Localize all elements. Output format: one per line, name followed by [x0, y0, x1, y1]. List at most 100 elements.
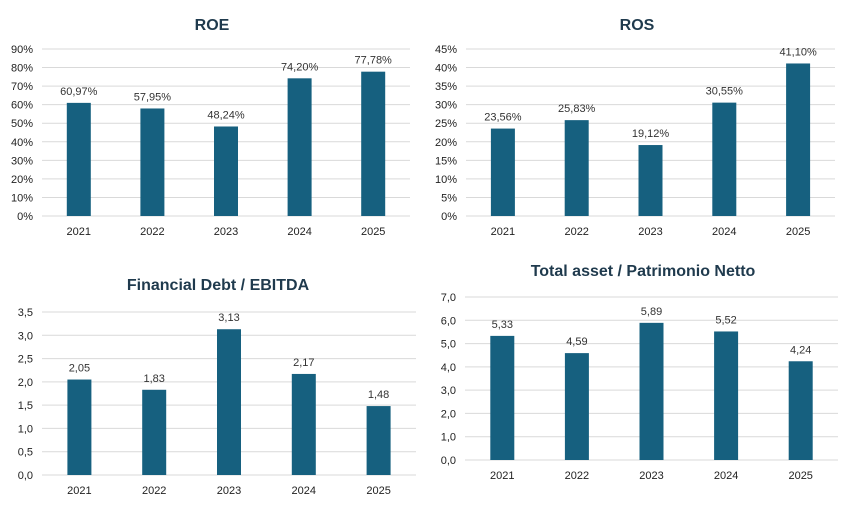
- asset-equity-data-label: 5,33: [492, 319, 513, 331]
- asset-equity-data-label: 5,52: [715, 314, 736, 326]
- roe-ytick-label: 80%: [11, 63, 33, 75]
- debt-ebitda-ytick-label: 3,0: [18, 330, 33, 342]
- ros-ytick-label: 40%: [435, 63, 457, 75]
- asset-equity-chart-title: Total asset / Patrimonio Netto: [531, 263, 756, 280]
- asset-equity-ytick-label: 0,0: [441, 455, 456, 467]
- asset-equity-ytick-label: 5,0: [441, 339, 456, 351]
- debt-ebitda-chart: Financial Debt / EBITDA 0,0 0,5 1,0 1,5 2,0 2,…: [18, 277, 416, 497]
- asset-equity-xtick-label: 2025: [788, 470, 812, 482]
- ros-ytick-label: 45%: [435, 44, 457, 56]
- roe-data-label: 48,24%: [207, 109, 245, 121]
- ros-ytick-label: 25%: [435, 118, 457, 130]
- asset-equity-data-label: 4,24: [790, 344, 811, 356]
- debt-ebitda-data-label: 2,05: [69, 363, 90, 375]
- debt-ebitda-bar: [142, 389, 167, 475]
- asset-equity-bar: [714, 331, 739, 460]
- roe-xtick-label: 2022: [140, 226, 164, 238]
- roe-data-label: 57,95%: [134, 91, 172, 103]
- ros-bar: [638, 145, 663, 216]
- roe-ytick-label: 90%: [11, 44, 33, 56]
- roe-data-label: 77,78%: [355, 55, 393, 67]
- roe-bar: [287, 78, 312, 216]
- roe-ytick-label: 50%: [11, 118, 33, 130]
- debt-ebitda-ytick-label: 0,5: [18, 447, 33, 459]
- asset-equity-ytick-label: 1,0: [441, 432, 456, 444]
- roe-ytick-label: 20%: [11, 174, 33, 186]
- ros-bar: [786, 63, 811, 217]
- roe-xtick-label: 2021: [67, 226, 91, 238]
- ros-ytick-label: 10%: [435, 174, 457, 186]
- asset-equity-bar: [490, 335, 515, 460]
- roe-ytick-label: 10%: [11, 192, 33, 204]
- ros-xtick-label: 2021: [491, 226, 515, 238]
- roe-xtick-label: 2025: [361, 226, 385, 238]
- roe-xtick-label: 2024: [287, 226, 311, 238]
- ros-ytick-label: 15%: [435, 155, 457, 167]
- roe-ytick-label: 40%: [11, 137, 33, 149]
- debt-ebitda-bar: [67, 379, 92, 475]
- asset-equity-bar: [788, 361, 813, 460]
- debt-ebitda-ytick-label: 2,5: [18, 354, 33, 366]
- debt-ebitda-data-label: 1,83: [143, 373, 164, 385]
- debt-ebitda-xtick-label: 2021: [67, 485, 91, 497]
- asset-equity-data-label: 4,59: [566, 336, 587, 348]
- ros-ytick-label: 20%: [435, 137, 457, 149]
- ros-data-label: 30,55%: [706, 86, 744, 98]
- debt-ebitda-bar: [217, 329, 241, 475]
- asset-equity-ytick-label: 2,0: [441, 408, 456, 420]
- roe-chart-title: ROE: [195, 17, 230, 34]
- debt-ebitda-xtick-label: 2024: [292, 485, 316, 497]
- asset-equity-ytick-label: 7,0: [441, 292, 456, 304]
- roe-chart: ROE 0% 10% 20% 30% 40% 50% 60% 70% 80% 90% 60,97% 20…: [11, 17, 410, 238]
- asset-equity-xtick-label: 2022: [565, 470, 589, 482]
- ros-ytick-label: 35%: [435, 81, 457, 93]
- debt-ebitda-ytick-label: 1,5: [18, 400, 33, 412]
- ros-bar: [564, 120, 589, 216]
- ros-data-label: 23,56%: [484, 112, 522, 124]
- debt-ebitda-chart-title: Financial Debt / EBITDA: [127, 277, 310, 294]
- ros-xtick-label: 2023: [638, 226, 662, 238]
- roe-ytick-label: 70%: [11, 81, 33, 93]
- asset-equity-bar: [564, 353, 589, 460]
- ros-xtick-label: 2025: [786, 226, 810, 238]
- debt-ebitda-ytick-label: 3,5: [18, 307, 33, 319]
- asset-equity-chart: Total asset / Patrimonio Netto 0,0 1,0 2,0 3…: [441, 263, 838, 482]
- debt-ebitda-data-label: 3,13: [218, 312, 239, 324]
- roe-bar: [361, 71, 386, 216]
- asset-equity-ytick-label: 6,0: [441, 315, 456, 327]
- debt-ebitda-data-label: 2,17: [293, 357, 314, 369]
- debt-ebitda-xtick-label: 2022: [142, 485, 166, 497]
- asset-equity-xtick-label: 2021: [490, 470, 514, 482]
- debt-ebitda-xtick-label: 2025: [366, 485, 390, 497]
- debt-ebitda-ytick-label: 1,0: [18, 423, 33, 435]
- roe-data-label: 74,20%: [281, 61, 319, 73]
- ros-data-label: 19,12%: [632, 128, 670, 140]
- debt-ebitda-xtick-label: 2023: [217, 485, 241, 497]
- roe-data-label: 60,97%: [60, 86, 98, 98]
- roe-ytick-label: 0%: [17, 211, 33, 223]
- debt-ebitda-bar: [291, 373, 316, 475]
- asset-equity-ytick-label: 4,0: [441, 362, 456, 374]
- ros-xtick-label: 2022: [564, 226, 588, 238]
- roe-bar: [66, 102, 91, 216]
- roe-bar: [214, 126, 238, 216]
- asset-equity-bar: [639, 322, 664, 460]
- debt-ebitda-ytick-label: 2,0: [18, 377, 33, 389]
- ros-bar: [712, 102, 737, 216]
- ros-xtick-label: 2024: [712, 226, 736, 238]
- roe-bar: [140, 108, 165, 216]
- debt-ebitda-bar: [366, 406, 391, 475]
- ros-ytick-label: 5%: [441, 192, 457, 204]
- ros-chart: ROS 0% 5% 10% 15% 20% 25% 30% 35% 40% 45% 23,56% 202…: [435, 17, 835, 238]
- ros-data-label: 41,10%: [779, 46, 817, 58]
- ros-ytick-label: 0%: [441, 211, 457, 223]
- roe-ytick-label: 60%: [11, 100, 33, 112]
- asset-equity-data-label: 5,89: [641, 306, 662, 318]
- ros-ytick-label: 30%: [435, 100, 457, 112]
- debt-ebitda-ytick-label: 0,0: [18, 470, 33, 482]
- asset-equity-ytick-label: 3,0: [441, 385, 456, 397]
- ros-data-label: 25,83%: [558, 103, 596, 115]
- debt-ebitda-data-label: 1,48: [368, 389, 389, 401]
- asset-equity-xtick-label: 2024: [714, 470, 738, 482]
